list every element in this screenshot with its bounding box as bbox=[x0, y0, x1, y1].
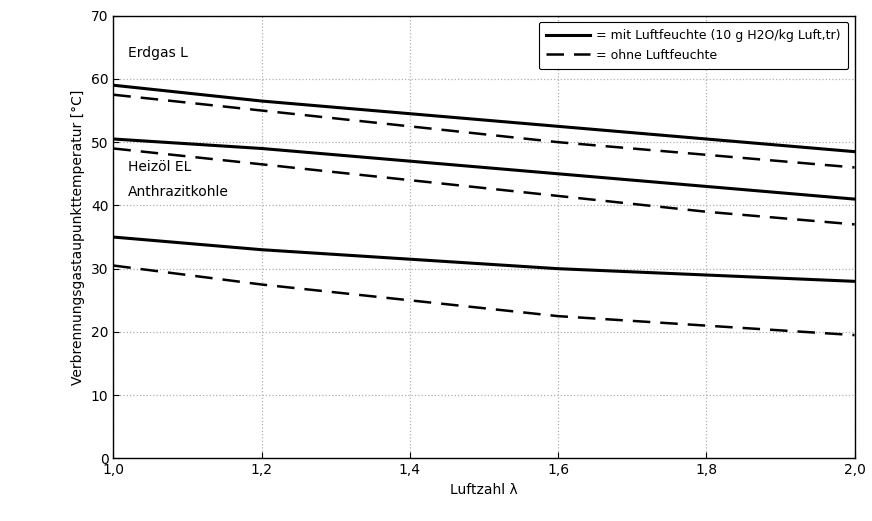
Legend: = mit Luftfeuchte (10 g H2O/kg Luft,tr), = ohne Luftfeuchte: = mit Luftfeuchte (10 g H2O/kg Luft,tr),… bbox=[539, 22, 848, 69]
Text: Heizöl EL: Heizöl EL bbox=[128, 159, 192, 173]
Y-axis label: Verbrennungsgastaupunkttemperatur [°C]: Verbrennungsgastaupunkttemperatur [°C] bbox=[72, 90, 85, 384]
Text: Erdgas L: Erdgas L bbox=[128, 46, 188, 60]
X-axis label: Luftzahl λ: Luftzahl λ bbox=[450, 483, 518, 497]
Text: Anthrazitkohle: Anthrazitkohle bbox=[128, 185, 229, 199]
